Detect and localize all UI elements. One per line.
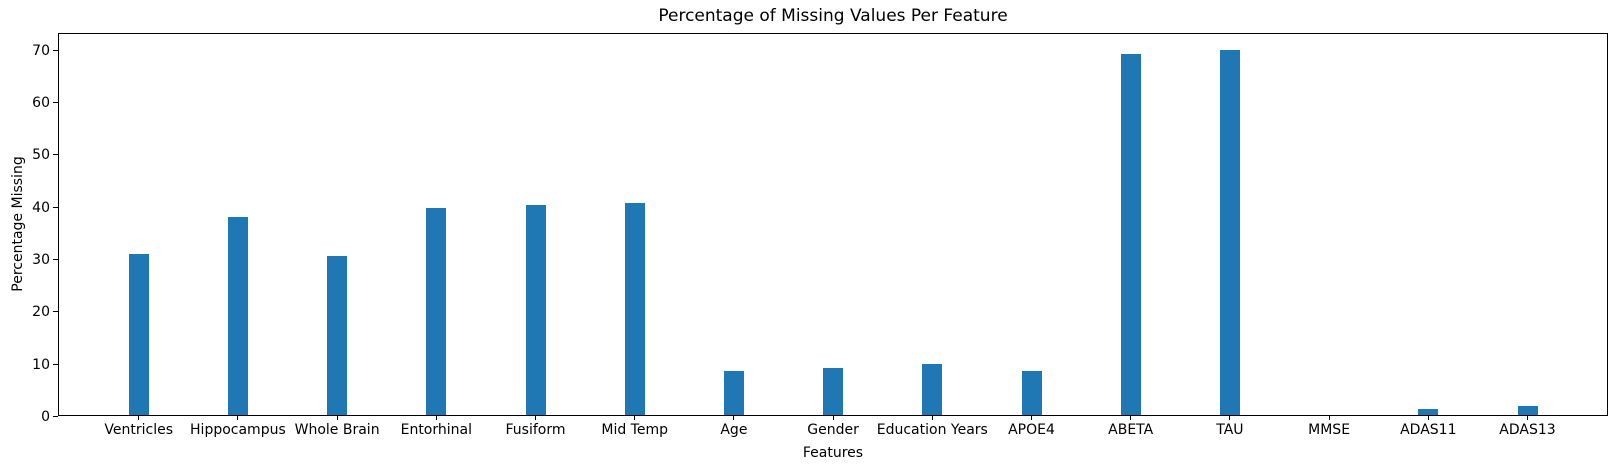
y-tick-label: 50 xyxy=(32,147,50,164)
bar-fusiform xyxy=(525,204,546,415)
y-axis-label: Percentage Missing xyxy=(10,156,26,292)
x-tick-label-gender: Gender xyxy=(807,422,859,438)
x-tick-label-tau: TAU xyxy=(1216,422,1244,438)
x-tick-label-mid-temp: Mid Temp xyxy=(601,422,668,438)
x-tick-label-ventricles: Ventricles xyxy=(104,422,173,438)
bar-ventricles xyxy=(128,253,149,415)
bar-education-years xyxy=(922,364,943,415)
bar-apoe4 xyxy=(1021,370,1042,415)
x-tick-label-abeta: ABETA xyxy=(1108,422,1154,438)
y-tick-label: 20 xyxy=(32,304,50,321)
y-tick-label: 30 xyxy=(32,252,50,269)
y-tick-mark xyxy=(53,259,58,261)
x-tick-label-entorhinal: Entorhinal xyxy=(400,422,472,438)
bar-abeta xyxy=(1120,53,1141,415)
y-tick-mark xyxy=(53,416,58,417)
x-tick-mark xyxy=(237,415,239,420)
x-tick-mark xyxy=(336,415,338,420)
bar-entorhinal xyxy=(426,208,447,415)
x-tick-label-hippocampus: Hippocampus xyxy=(190,422,286,438)
bar-gender xyxy=(823,368,844,415)
y-tick-label: 40 xyxy=(32,199,50,216)
x-tick-mark xyxy=(1031,415,1032,420)
x-tick-label-apoe4: APOE4 xyxy=(1008,422,1055,438)
x-tick-mark xyxy=(1229,415,1231,420)
y-tick-label: 60 xyxy=(32,95,50,112)
x-tick-mark xyxy=(535,415,536,420)
chart-title: Percentage of Missing Values Per Feature xyxy=(658,6,1008,26)
x-tick-mark xyxy=(435,415,437,420)
x-tick-label-adas11: ADAS11 xyxy=(1400,422,1457,438)
x-tick-mark xyxy=(1527,415,1528,420)
x-tick-label-whole-brain: Whole Brain xyxy=(294,422,380,438)
y-tick-mark xyxy=(53,49,58,51)
y-tick-label: 70 xyxy=(32,42,50,59)
y-tick-mark xyxy=(53,363,58,365)
x-tick-mark xyxy=(1328,415,1330,420)
x-tick-label-mmse: MMSE xyxy=(1308,422,1351,438)
y-tick-label: 0 xyxy=(41,409,50,425)
bar-adas13 xyxy=(1517,406,1538,415)
x-tick-mark xyxy=(931,415,933,420)
x-tick-label-fusiform: Fusiform xyxy=(505,422,566,438)
y-tick-mark xyxy=(53,154,58,156)
x-tick-mark xyxy=(733,415,735,420)
x-tick-mark xyxy=(138,415,140,420)
bar-whole-brain xyxy=(327,255,348,415)
x-tick-label-age: Age xyxy=(720,422,748,438)
y-tick-mark xyxy=(53,311,58,313)
x-tick-label-education-years: Education Years xyxy=(876,422,988,438)
y-tick-mark xyxy=(53,206,58,208)
bar-tau xyxy=(1219,50,1240,415)
x-tick-mark xyxy=(1427,415,1429,420)
x-tick-mark xyxy=(1130,415,1132,420)
bar-hippocampus xyxy=(227,216,248,415)
x-tick-mark xyxy=(634,415,636,420)
bar-adas11 xyxy=(1418,409,1439,415)
y-tick-mark xyxy=(53,102,58,104)
x-tick-mark xyxy=(832,415,834,420)
plot-area: 0 10 20 30 40 50 60 70 Ventricles Hippocampus Whol… xyxy=(32,33,1608,438)
y-tick-label: 10 xyxy=(32,356,50,373)
x-tick-label-adas13: ADAS13 xyxy=(1499,422,1556,438)
bar-age xyxy=(723,371,744,415)
x-axis-label: Features xyxy=(802,445,864,461)
bar-mid-temp xyxy=(624,202,645,415)
